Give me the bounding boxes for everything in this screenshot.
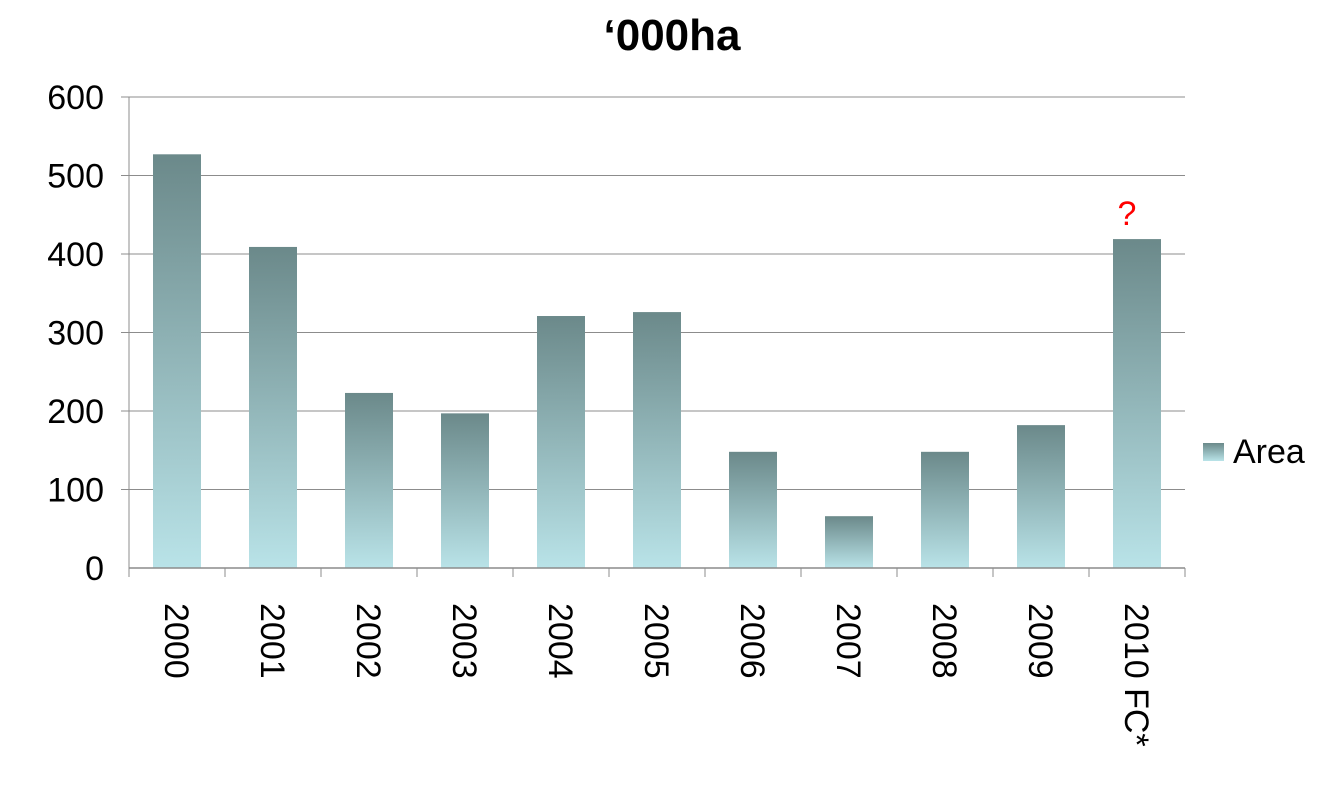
chart-title: ‘000ha [604,11,742,60]
x-axis-ticks: 2000 2001 2002 2003 2004 2005 2006 2007 2008 2009… [157,603,1155,747]
bar [249,246,297,568]
bar [921,451,969,568]
x-tick-label: 2008 [925,603,963,679]
y-tick-label: 0 [85,550,104,588]
bar [633,312,681,568]
bar [1017,425,1065,568]
bar [537,316,585,568]
bar [1113,239,1161,568]
bar [153,154,201,568]
y-tick-label: 500 [47,158,104,196]
y-tick-label: 300 [47,315,104,353]
legend-swatch-area [1203,443,1224,461]
x-tick-label: 2010 FC* [1117,603,1155,747]
x-tick-label: 2004 [541,603,579,679]
bar [345,392,393,568]
x-tick-label: 2003 [445,603,483,679]
x-tick-label: 2007 [829,603,867,679]
y-axis-ticks: 0 100 200 300 400 500 600 [47,79,104,588]
x-tick-label: 2000 [157,603,195,679]
y-tick-label: 100 [47,472,104,510]
bar [441,413,489,568]
x-tick-label: 2006 [733,603,771,679]
x-tick-label: 2001 [253,603,291,679]
x-tick-label: 2005 [637,603,675,679]
x-tick-label: 2009 [1021,603,1059,679]
annotations: ? [1118,195,1137,233]
legend: Area [1203,433,1305,471]
y-tick-label: 400 [47,236,104,274]
x-axis [128,567,1186,577]
y-tick-label: 200 [47,393,104,431]
annotation-question-mark: ? [1118,195,1137,233]
bars [153,154,1161,568]
bar [729,451,777,568]
bar [825,516,873,568]
y-tick-label: 600 [47,79,104,117]
x-tick-label: 2002 [349,603,387,679]
legend-label-area: Area [1233,433,1305,471]
